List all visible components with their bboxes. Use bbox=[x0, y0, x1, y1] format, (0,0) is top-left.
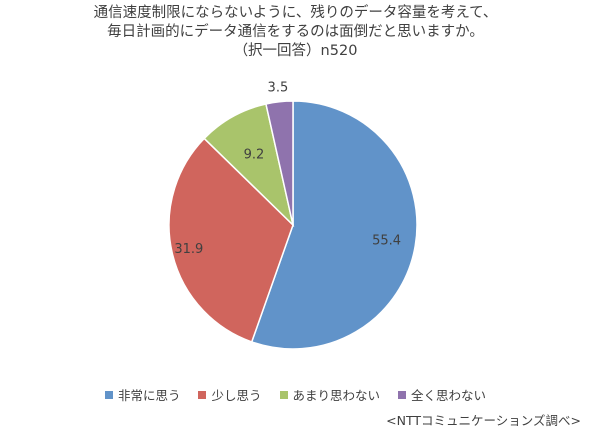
legend-swatch bbox=[279, 390, 288, 399]
legend-label: 少し思う bbox=[211, 388, 262, 403]
chart-title: 通信速度制限にならないように、残りのデータ容量を考えて、 毎日計画的にデータ通信… bbox=[0, 4, 591, 61]
legend-label: 非常に思う bbox=[117, 388, 181, 403]
legend: 非常に思う 少し思う あまり思わない 全く思わない bbox=[0, 385, 591, 404]
chart-title-line-3: （択一回答）n520 bbox=[233, 43, 358, 59]
legend-item-very-much: 非常に思う bbox=[104, 385, 181, 404]
slice-not-at-all-label: 3.5 bbox=[268, 80, 289, 95]
legend-label: あまり思わない bbox=[292, 388, 381, 403]
slice-somewhat bbox=[168, 137, 294, 343]
slice-not-at-all bbox=[265, 100, 294, 226]
chart-title-line-2: 毎日計画的にデータ通信をするのは面倒だと思いますか。 bbox=[107, 24, 484, 40]
source-note: <NTTコミュニケーションズ調べ> bbox=[386, 413, 581, 428]
legend-label: 全く思わない bbox=[411, 388, 487, 403]
legend-item-not-at-all: 全く思わない bbox=[398, 385, 486, 404]
slice-very-much-label: 55.4 bbox=[372, 234, 401, 249]
legend-swatch bbox=[198, 390, 207, 399]
legend-item-somewhat: 少し思う bbox=[198, 385, 262, 404]
slice-somewhat-label: 31.9 bbox=[174, 242, 203, 257]
slice-not-much-label: 9.2 bbox=[244, 148, 265, 163]
legend-item-not-much: あまり思わない bbox=[279, 385, 381, 404]
chart-title-line-1: 通信速度制限にならないように、残りのデータ容量を考えて、 bbox=[93, 5, 498, 21]
legend-swatch bbox=[398, 390, 407, 399]
legend-swatch bbox=[104, 390, 113, 399]
